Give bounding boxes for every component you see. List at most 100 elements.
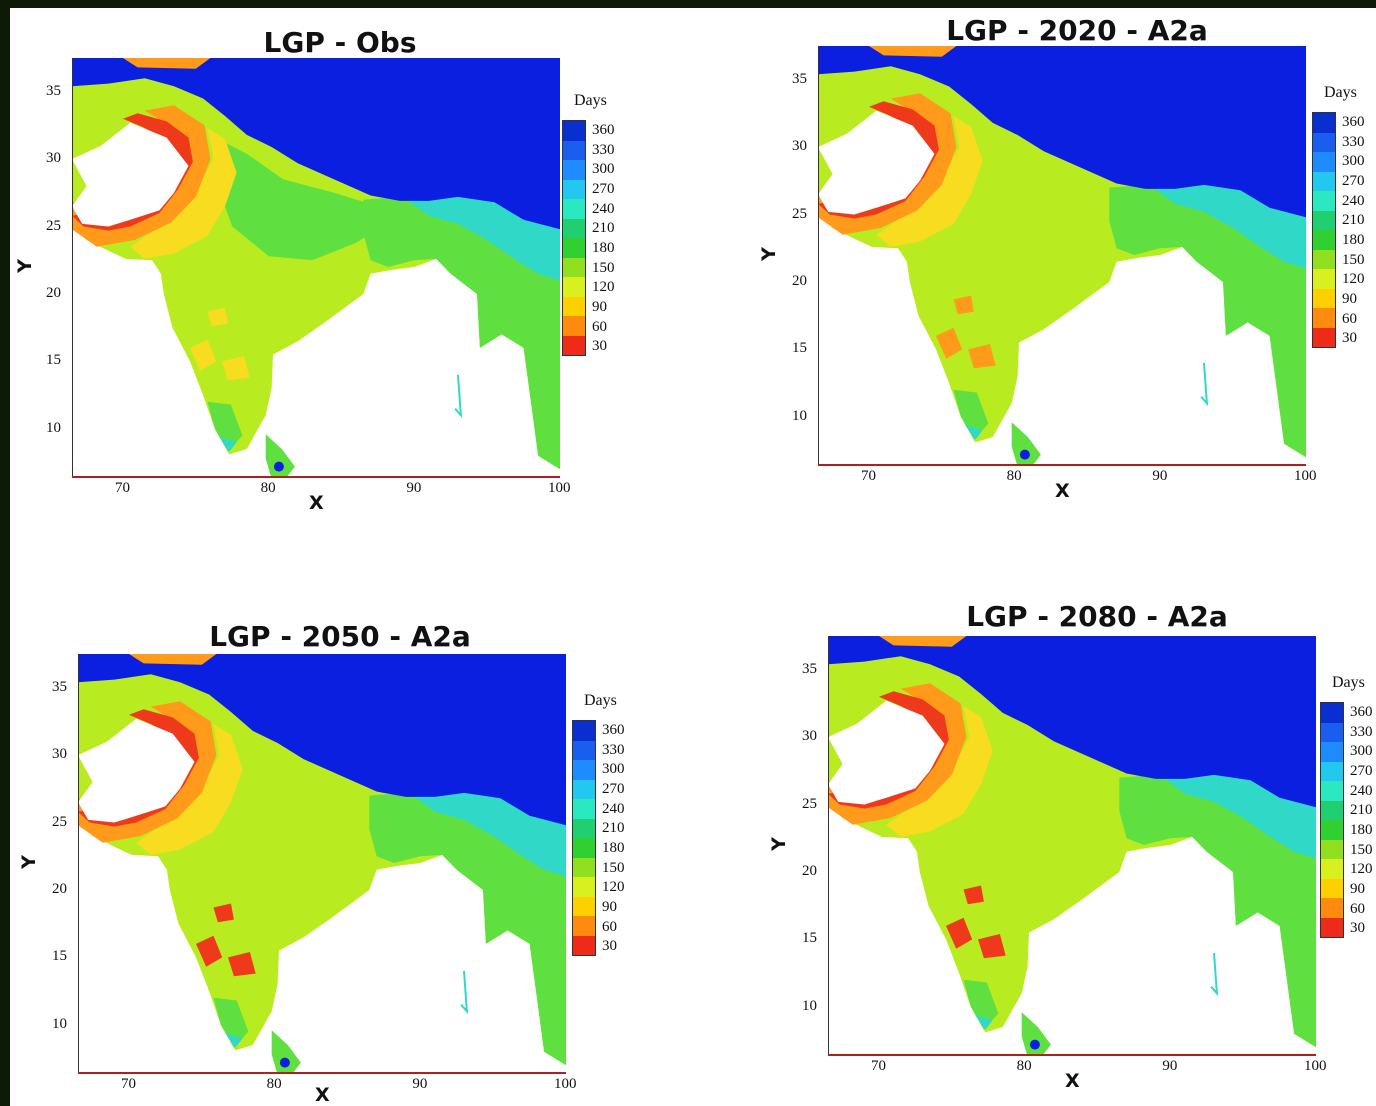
legend-level-label: 270 xyxy=(1350,762,1373,779)
x-tick-label: 100 xyxy=(1304,1058,1327,1074)
eastern-region xyxy=(369,786,566,1066)
legend-level-label: 30 xyxy=(1342,330,1357,347)
x-axis-line xyxy=(818,464,1306,466)
y-tick-label: 35 xyxy=(52,678,67,695)
legend-swatch xyxy=(1313,191,1335,211)
legend-swatch xyxy=(1313,132,1335,152)
x-axis-line xyxy=(78,1072,566,1074)
lgp-map xyxy=(78,654,566,1072)
y-axis-title: Y xyxy=(13,259,36,273)
x-tick-label: 80 xyxy=(1006,468,1022,484)
legend-level-label: 240 xyxy=(1342,192,1365,209)
y-tick-label: 25 xyxy=(792,205,807,222)
legend-swatch xyxy=(1321,820,1343,840)
legend-level-label: 330 xyxy=(592,141,615,158)
y-tick-label: 15 xyxy=(802,930,817,947)
legend-level-label: 240 xyxy=(592,200,615,217)
legend-level-label: 30 xyxy=(592,338,607,355)
y-tick-label: 30 xyxy=(792,138,807,155)
legend-swatch xyxy=(1313,230,1335,250)
deccan-patch xyxy=(946,917,973,949)
deccan-patch xyxy=(228,952,256,977)
deccan-patch xyxy=(953,295,974,315)
legend-swatch xyxy=(1321,859,1343,879)
x-tick-label: 90 xyxy=(412,1076,428,1092)
legend-level-label: 270 xyxy=(1342,172,1365,189)
legend-level-label: 300 xyxy=(1342,153,1365,170)
legend-swatch xyxy=(1321,898,1343,918)
legend-swatch xyxy=(1321,839,1343,859)
legend-swatch xyxy=(1313,327,1335,347)
legend-level-label: 360 xyxy=(1342,113,1365,130)
legend-swatch xyxy=(1321,781,1343,801)
legend-level-label: 150 xyxy=(592,259,615,276)
legend-swatch xyxy=(1321,742,1343,762)
legend-level-label: 60 xyxy=(1342,310,1357,327)
gangetic-plain xyxy=(963,126,1129,249)
legend-level-label: 300 xyxy=(1350,743,1373,760)
gangetic-plain xyxy=(217,138,383,261)
legend-swatch xyxy=(573,721,595,741)
legend-swatch xyxy=(573,857,595,877)
y-tick-label: 20 xyxy=(802,862,817,879)
y-axis-title: Y xyxy=(757,247,780,261)
x-tick-label: 70 xyxy=(870,1058,886,1074)
himalaya-region xyxy=(818,46,1306,218)
legend-level-label: 360 xyxy=(592,121,615,138)
x-tick-label: 90 xyxy=(1162,1058,1178,1074)
himalaya-region xyxy=(828,636,1316,808)
legend-swatch xyxy=(1321,703,1343,723)
legend-swatch xyxy=(573,935,595,955)
yellow-band xyxy=(136,724,243,855)
legend-level-label: 30 xyxy=(1350,920,1365,937)
x-tick-label: 80 xyxy=(1016,1058,1032,1074)
legend-swatch xyxy=(1313,269,1335,289)
legend-colorbar xyxy=(572,720,596,956)
legend-swatch xyxy=(1313,171,1335,191)
legend-swatch xyxy=(573,779,595,799)
andaman-islands xyxy=(460,970,469,1015)
legend-swatch xyxy=(1321,761,1343,781)
tibet-edge xyxy=(123,58,211,69)
legend-level-label: 210 xyxy=(592,220,615,237)
gangetic-plain xyxy=(973,716,1139,839)
legend-level-label: 120 xyxy=(592,279,615,296)
legend-level-label: 300 xyxy=(592,161,615,178)
yellow-band xyxy=(876,116,983,247)
y-tick-label: 25 xyxy=(52,813,67,830)
legend-swatch xyxy=(573,740,595,760)
panel-title: LGP - Obs xyxy=(263,26,417,59)
y-tick-label: 10 xyxy=(46,419,61,436)
x-axis-title: X xyxy=(315,1084,330,1106)
y-axis-title: Y xyxy=(767,837,790,851)
legend-swatch xyxy=(1313,152,1335,172)
legend-level-label: 180 xyxy=(1342,231,1365,248)
legend-level-label: 270 xyxy=(592,180,615,197)
y-tick-label: 15 xyxy=(52,948,67,965)
legend-colorbar xyxy=(562,120,586,356)
legend-level-label: 60 xyxy=(592,318,607,335)
y-tick-label: 35 xyxy=(46,82,61,99)
legend-level-label: 330 xyxy=(1350,723,1373,740)
y-tick-label: 30 xyxy=(46,150,61,167)
legend-title: Days xyxy=(1332,674,1365,691)
legend-level-label: 90 xyxy=(602,898,617,915)
tibet-edge xyxy=(879,636,967,647)
panel-title: LGP - 2050 - A2a xyxy=(209,620,471,653)
legend-level-label: 180 xyxy=(592,239,615,256)
legend-swatch xyxy=(573,896,595,916)
map-area xyxy=(72,58,560,476)
legend-level-label: 330 xyxy=(602,741,625,758)
southwest-tip xyxy=(963,979,999,1030)
x-tick-label: 80 xyxy=(260,480,276,496)
legend-title: Days xyxy=(1324,84,1357,101)
legend-level-label: 270 xyxy=(602,780,625,797)
deccan-patch xyxy=(190,339,217,371)
x-axis-title: X xyxy=(309,492,324,514)
deccan-patch xyxy=(213,903,234,923)
south-tip xyxy=(965,424,983,440)
legend-swatch xyxy=(563,296,585,316)
x-axis-title: X xyxy=(1065,1070,1080,1092)
x-tick-label: 100 xyxy=(554,1076,577,1092)
legend-swatch xyxy=(563,277,585,297)
